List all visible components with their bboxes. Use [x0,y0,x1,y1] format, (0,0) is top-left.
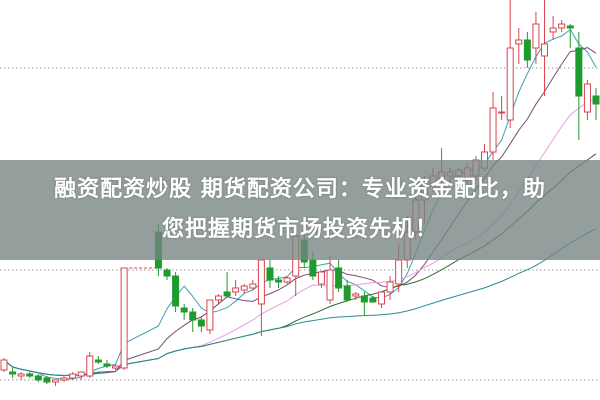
candle-down [163,269,171,277]
headline-banner: 融资配资炒股 期货配资公司：专业资金配比，助 您把握期货市场投资先机！ [0,160,600,260]
moving-average-60 [3,228,597,377]
candle-up [583,83,591,113]
candle-up [77,371,85,377]
candle-up [558,23,566,29]
candle-down [43,377,51,383]
candle-down [335,267,343,289]
candle-up [249,283,257,289]
candle-down [566,25,574,29]
candle-up [214,295,222,301]
candle-down [180,307,188,313]
candle-up [86,355,94,377]
candle-down [197,319,205,327]
candle-down [343,285,351,301]
candle-up [326,269,334,301]
candle-up [317,271,325,285]
candle-up [378,291,386,305]
candle-up [498,111,506,114]
candle-down [172,275,180,307]
candle-up [60,377,68,381]
candle-down [369,297,377,303]
candle-up [515,39,523,45]
candle-down [103,363,111,367]
candle-down [360,295,368,303]
candle-down [189,311,197,321]
candle-up [532,23,540,49]
candle-up [395,259,403,285]
candle-down [592,95,600,105]
candle-down [309,259,317,277]
candle-down [575,47,583,97]
candle-up [541,43,549,57]
candle-down [9,371,17,375]
candle-up [0,359,8,371]
candle-up [240,285,248,291]
candle-down [34,375,42,381]
candle-up [120,267,128,369]
candle-up [386,281,394,293]
candle-up [206,299,214,331]
candle-down [223,291,231,297]
candle-down [266,267,274,281]
candle-up [69,373,77,379]
candle-down [26,373,34,377]
candle-down [275,279,283,283]
candle-up [17,373,25,377]
candle-up [489,107,497,153]
candle-up [232,287,240,293]
candle-up [506,47,514,121]
candle-down [523,39,531,61]
candle-up [112,365,120,369]
candle-up [283,277,291,283]
candle-up [257,259,265,305]
headline-line-2: 您把握期货市场投资先机！ [161,217,438,242]
candle-up [352,293,360,297]
candle-up [51,379,59,383]
candle-down [94,359,102,363]
headline-line-1: 融资配资炒股 期货配资公司：专业资金配比，助 [54,177,546,202]
candle-up [549,27,557,33]
